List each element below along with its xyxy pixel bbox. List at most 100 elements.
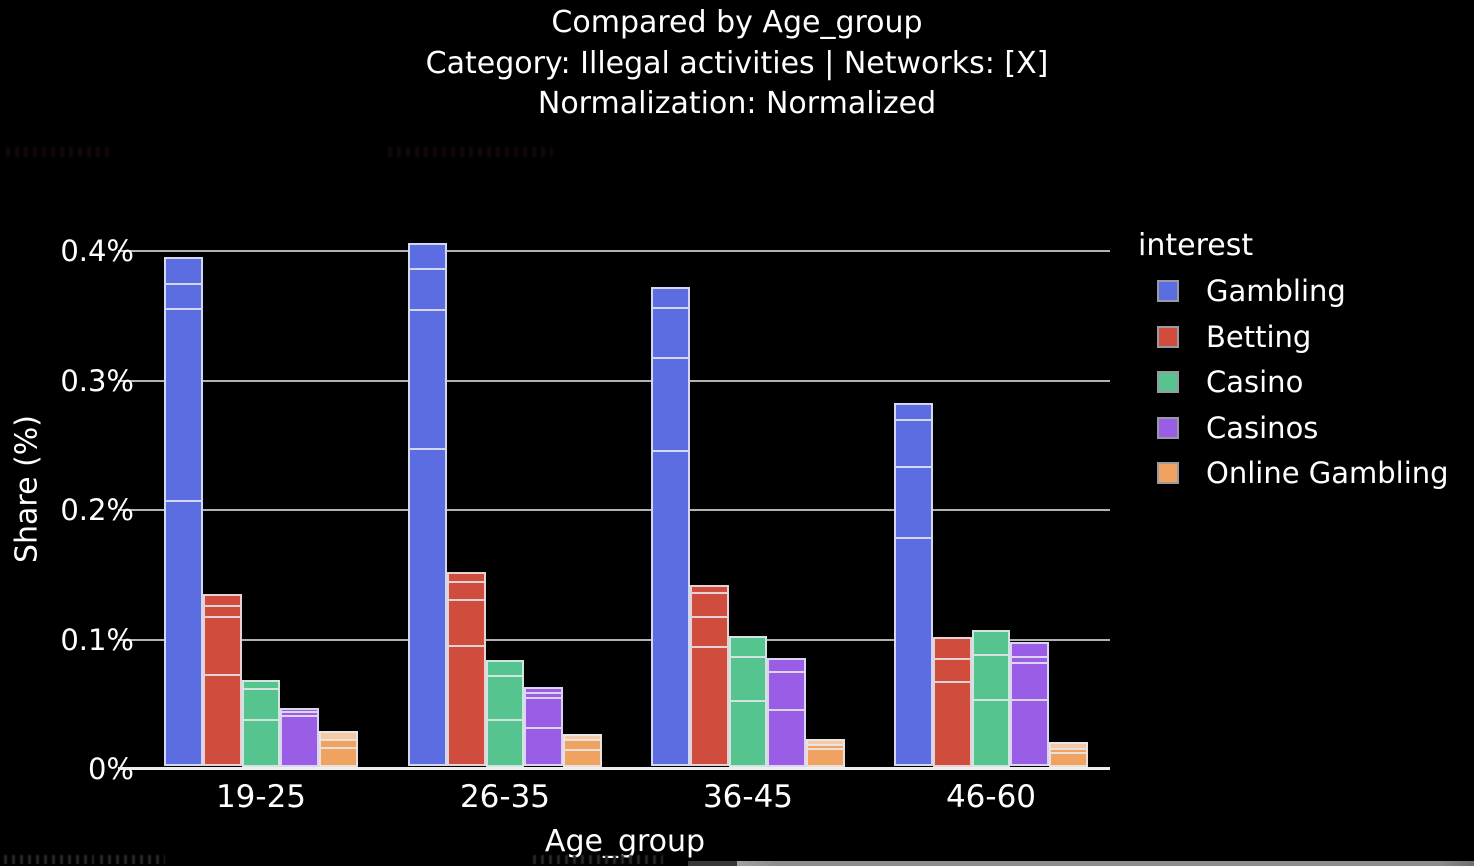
legend-swatch-icon <box>1157 416 1179 439</box>
bar-segment <box>1010 642 1050 658</box>
screen-artifact-scrollbar[interactable] <box>737 861 1474 866</box>
bar-segment <box>806 739 845 746</box>
bar-segment <box>651 287 690 310</box>
bar-segment <box>319 739 358 749</box>
legend-item-casinos[interactable]: Casinos <box>1157 410 1319 445</box>
bar-segment <box>164 308 203 502</box>
bar-betting-19-25[interactable] <box>202 594 242 769</box>
bar-segment <box>485 676 525 722</box>
bar-segment <box>280 716 320 767</box>
bar-segment <box>280 712 320 718</box>
screen-artifact-smudge <box>6 147 111 157</box>
bar-betting-36-45[interactable] <box>689 585 729 769</box>
legend-item-betting[interactable]: Betting <box>1157 319 1312 354</box>
bar-betting-46-60[interactable] <box>932 636 972 769</box>
bar-casinos-46-60[interactable] <box>1010 642 1050 769</box>
legend: interest Gambling Betting Casino Casinos Onl… <box>1136 228 1449 490</box>
y-axis-title: Share (%) <box>9 414 45 564</box>
bar-segment <box>408 269 447 311</box>
bar-segment <box>280 708 320 714</box>
bar-segment <box>651 451 690 766</box>
bar-segment <box>806 748 845 767</box>
bar-casino-26-35[interactable] <box>485 660 525 769</box>
x-tick-label: 26-35 <box>459 779 551 815</box>
bar-online-gambling-26-35[interactable] <box>563 734 602 769</box>
x-axis-line <box>118 767 1110 770</box>
bar-segment <box>767 672 807 712</box>
y-tick-label: 0.3% <box>60 363 134 398</box>
bar-segment <box>524 687 564 694</box>
bar-segment <box>728 635 768 658</box>
bar-segment <box>446 581 486 601</box>
bar-segment <box>932 681 972 767</box>
legend-item-label: Online Gambling <box>1206 456 1449 490</box>
y-tick-label: 0.2% <box>60 493 134 527</box>
x-tick-label: 46-60 <box>945 779 1037 815</box>
legend-swatch-icon <box>1157 325 1179 348</box>
gridline <box>118 509 1110 511</box>
bar-gambling-26-35[interactable] <box>408 243 447 769</box>
bar-gambling-36-45[interactable] <box>651 287 690 769</box>
bar-segment <box>446 572 486 583</box>
bar-segment <box>319 731 358 741</box>
plot-area <box>118 243 1110 770</box>
screen-artifact-smudge <box>4 855 94 864</box>
bar-segment <box>164 257 203 285</box>
legend-item-label: Gambling <box>1206 274 1346 308</box>
bar-casinos-26-35[interactable] <box>524 687 564 769</box>
bar-segment <box>932 659 972 683</box>
bar-segment <box>524 728 564 766</box>
bar-segment <box>1010 699 1050 766</box>
bar-segment <box>894 402 933 421</box>
bar-segment <box>728 700 768 767</box>
bar-segment <box>767 657 807 674</box>
bar-segment <box>767 710 807 767</box>
screen-artifact-smudge <box>388 147 553 157</box>
chart-title-block: Compared by Age_group Category: Illegal … <box>0 3 1474 125</box>
bar-segment <box>202 675 242 766</box>
bar-segment <box>485 660 525 678</box>
y-tick-label: 0.4% <box>60 234 134 268</box>
bar-online-gambling-19-25[interactable] <box>319 731 358 769</box>
bar-casino-36-45[interactable] <box>728 635 768 769</box>
bar-segment <box>563 734 602 741</box>
bar-segment <box>408 448 447 766</box>
legend-swatch-icon <box>1157 280 1179 302</box>
y-tick-label: 0.1% <box>60 622 134 657</box>
bar-segment <box>524 698 564 730</box>
bar-betting-26-35[interactable] <box>446 572 486 769</box>
legend-item-label: Casinos <box>1206 410 1319 445</box>
bar-online-gambling-36-45[interactable] <box>806 739 845 769</box>
bar-casinos-19-25[interactable] <box>280 708 320 769</box>
x-tick-label: 36-45 <box>702 779 794 815</box>
bar-segment <box>446 599 486 647</box>
legend-swatch-icon <box>1157 371 1179 393</box>
bar-segment <box>651 357 690 453</box>
legend-item-online-gambling[interactable]: Online Gambling <box>1157 456 1449 490</box>
legend-item-label: Casino <box>1206 365 1304 399</box>
bar-segment <box>524 692 564 700</box>
bar-online-gambling-46-60[interactable] <box>1049 741 1088 769</box>
bar-segment <box>202 616 242 677</box>
legend-swatch-icon <box>1157 462 1179 484</box>
bar-gambling-19-25[interactable] <box>164 257 203 769</box>
bar-casino-46-60[interactable] <box>971 630 1011 769</box>
bar-gambling-46-60[interactable] <box>894 402 933 769</box>
bar-segment <box>806 744 845 750</box>
bar-segment <box>894 419 933 468</box>
bar-casino-19-25[interactable] <box>241 679 281 769</box>
bar-segment <box>971 699 1011 767</box>
bar-segment <box>1049 752 1088 767</box>
bar-segment <box>241 679 281 691</box>
bar-segment <box>894 466 933 540</box>
bar-segment <box>689 585 729 595</box>
bar-casinos-36-45[interactable] <box>767 657 807 769</box>
legend-item-label: Betting <box>1206 319 1312 354</box>
bar-segment <box>932 636 972 661</box>
bar-segment <box>1010 663 1050 701</box>
legend-item-gambling[interactable]: Gambling <box>1157 274 1346 308</box>
chart-title-line3: Normalization: Normalized <box>537 86 937 121</box>
bar-segment <box>689 616 729 648</box>
legend-item-casino[interactable]: Casino <box>1157 365 1304 399</box>
